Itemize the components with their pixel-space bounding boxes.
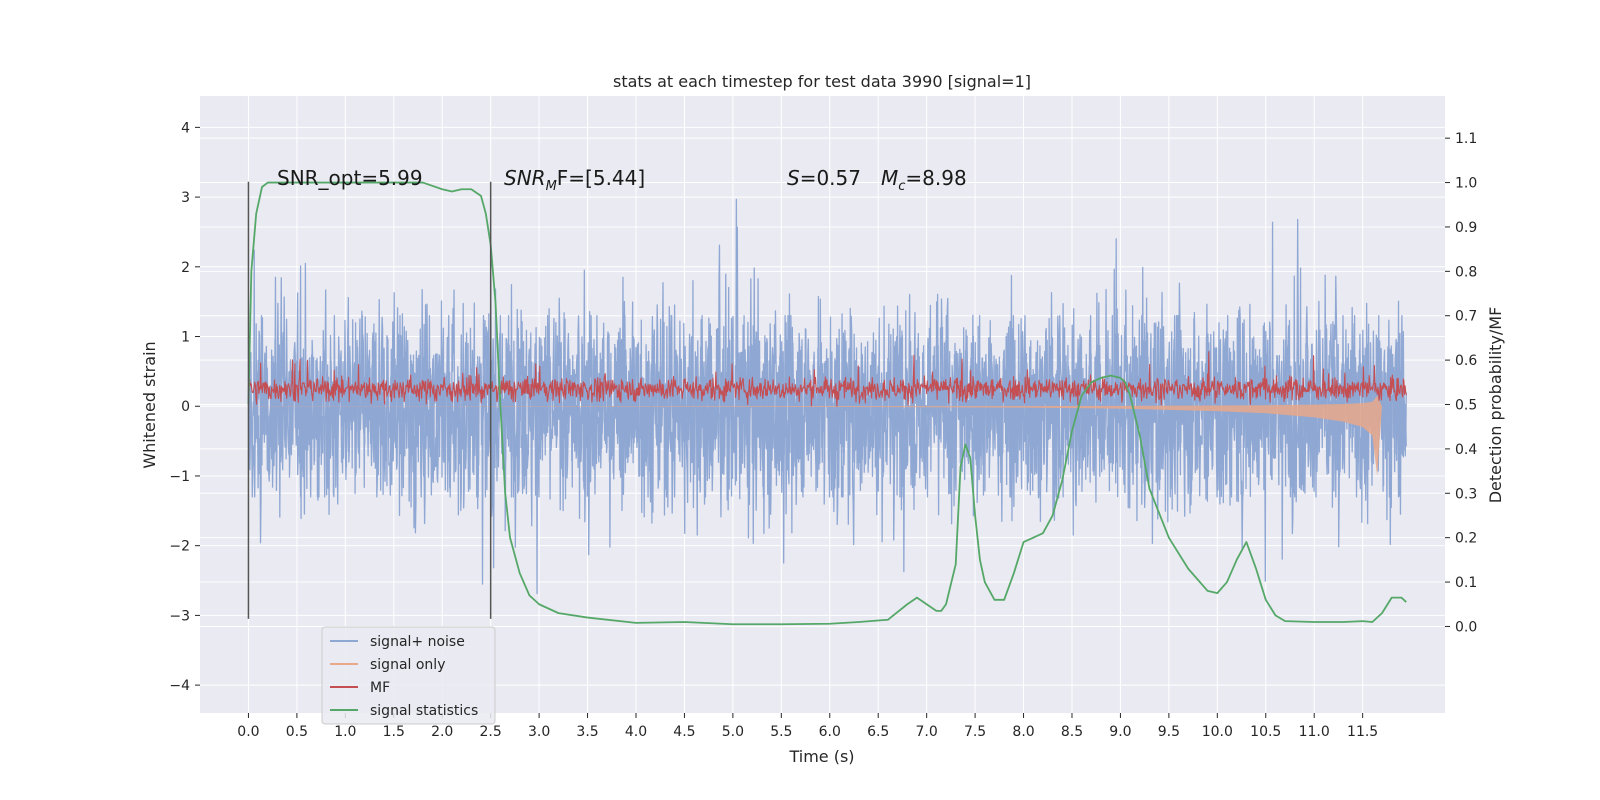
annotation-s: S=0.57	[787, 166, 861, 190]
legend-label-mf: MF	[370, 680, 390, 696]
y-right-tick-label: 0.6	[1455, 353, 1477, 369]
y-right-tick-label: 0.1	[1455, 575, 1477, 591]
x-tick-label: 2.0	[431, 724, 453, 740]
x-tick-label: 11.5	[1347, 724, 1378, 740]
x-tick-label: 10.5	[1250, 724, 1281, 740]
x-tick-label: 7.0	[916, 724, 938, 740]
series-layer	[247, 181, 1407, 626]
legend-box	[321, 626, 496, 725]
x-tick-label: 0.0	[237, 724, 259, 740]
y-right-tick-label: 0.0	[1455, 619, 1477, 635]
y-tick-label: 4	[181, 120, 190, 136]
y-axis-title: Whitened strain	[140, 341, 159, 468]
x-tick-label: 9.5	[1158, 724, 1180, 740]
x-tick-label: 0.5	[286, 724, 308, 740]
y-tick-label: −1	[169, 469, 190, 485]
annotation-snr-mf: SNRMF=[5.44]	[504, 166, 645, 194]
y-right-tick-label: 0.7	[1455, 309, 1477, 325]
x-tick-label: 3.5	[576, 724, 598, 740]
series-signal-statistics	[247, 181, 1407, 626]
y-tick-label: −3	[169, 608, 190, 624]
x-tick-label: 1.0	[334, 724, 356, 740]
x-tick-label: 1.5	[383, 724, 405, 740]
x-tick-label: 8.5	[1061, 724, 1083, 740]
x-tick-label: 4.5	[673, 724, 695, 740]
annotation-mc: Mc=8.98	[881, 166, 967, 194]
y-right-tick-label: 1.0	[1455, 176, 1477, 192]
y-right-tick-label: 0.5	[1455, 398, 1477, 414]
x-tick-label: 8.0	[1012, 724, 1034, 740]
y-tick-label: 1	[181, 330, 190, 346]
x-tick-label: 6.0	[819, 724, 841, 740]
y-tick-label: 0	[181, 399, 190, 415]
axis-ticks: 0.0 0.5 1.0 1.5 2.0 2.5 3.0 3.5 4.0 4.5 5.0 5.5 6.0 6…	[169, 120, 1477, 740]
annotation-snr-opt: SNR_opt=5.99	[277, 166, 423, 190]
series-mf	[247, 351, 1407, 407]
y-right-tick-label: 0.3	[1455, 486, 1477, 502]
legend: signal+ noise signal only MF signal stat…	[321, 626, 496, 725]
x-tick-label: 10.0	[1202, 724, 1233, 740]
chart-title: stats at each timestep for test data 399…	[613, 72, 1031, 91]
x-tick-label: 2.5	[480, 724, 502, 740]
y-right-tick-label: 0.9	[1455, 220, 1477, 236]
y-tick-label: 3	[181, 190, 190, 206]
legend-label-signal-only: signal only	[370, 657, 445, 673]
y-right-tick-label: 0.4	[1455, 442, 1477, 458]
x-tick-label: 5.5	[770, 724, 792, 740]
x-tick-label: 9.0	[1109, 724, 1131, 740]
y-right-axis-title: Detection probability/MF	[1486, 307, 1505, 504]
x-tick-label: 11.0	[1299, 724, 1330, 740]
x-tick-label: 5.0	[722, 724, 744, 740]
x-tick-label: 4.0	[625, 724, 647, 740]
legend-label-signal-noise: signal+ noise	[370, 634, 465, 650]
y-right-tick-label: 1.1	[1455, 131, 1477, 147]
legend-label-signal-statistics: signal statistics	[370, 703, 478, 719]
x-axis-title: Time (s)	[788, 747, 854, 766]
x-tick-label: 6.5	[867, 724, 889, 740]
vertical-markers	[247, 181, 492, 619]
y-tick-label: −2	[169, 539, 190, 555]
y-right-tick-label: 0.2	[1455, 531, 1477, 547]
x-tick-label: 3.0	[528, 724, 550, 740]
series-signal-noise-core	[247, 314, 1407, 498]
x-tick-label: 7.5	[964, 724, 986, 740]
y-tick-label: −4	[169, 678, 190, 694]
y-right-tick-label: 0.8	[1455, 264, 1477, 280]
y-tick-label: 2	[181, 260, 190, 276]
